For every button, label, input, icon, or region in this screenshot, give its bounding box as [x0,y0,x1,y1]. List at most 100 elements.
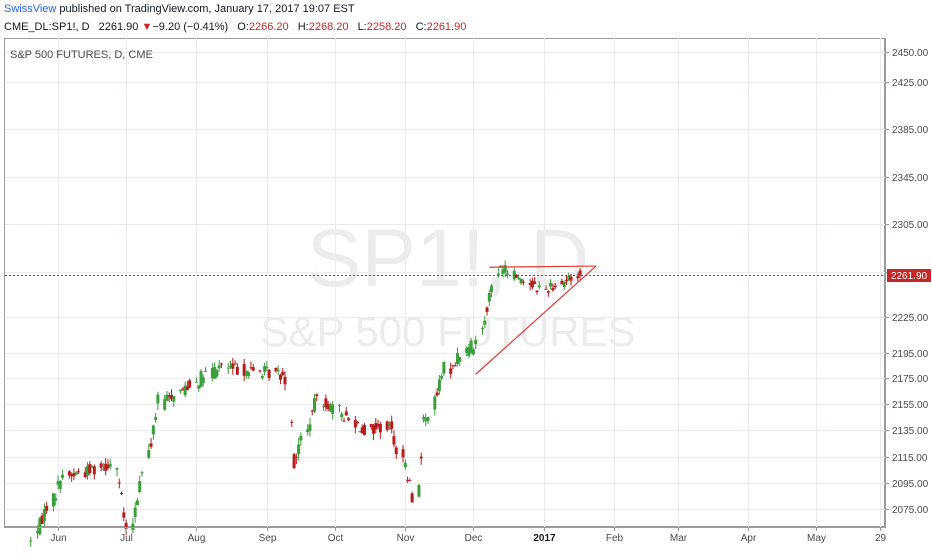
low-value: 2258.20 [366,21,407,33]
candle [535,290,539,295]
candle [283,371,287,391]
candle [210,363,214,382]
candle [408,478,412,482]
candle [401,445,405,463]
candle [360,424,364,434]
candle [76,468,80,475]
candle [131,517,135,534]
candle [297,438,301,461]
candle [242,358,246,382]
y-tick-label: 2385.00 [892,125,929,136]
candle [217,360,221,372]
x-tick-label: Jul [120,533,133,544]
candle [104,458,108,476]
candle [294,453,298,465]
x-tick-label: Nov [397,533,415,544]
candle [435,388,439,397]
candle [165,391,169,402]
price-axis[interactable]: 2075.00 2095.00 2115.00 2135.00 2155.00 2175.… [885,38,929,527]
candle [326,400,330,412]
y-tick-label: 2425.00 [892,78,929,89]
candle [483,316,487,329]
candle [247,371,251,379]
candle [274,367,278,373]
candle [235,363,239,375]
trendline [489,265,596,268]
candle [306,424,310,436]
candle [163,394,167,411]
candle [549,279,553,290]
low-label: L: [357,21,367,33]
candle [276,365,280,376]
candle [140,471,144,477]
candle [154,413,158,424]
high-value: 2268.20 [308,21,349,33]
candle [440,373,444,381]
time-axis[interactable]: Jun Jul Aug Sep Oct Nov Dec 2017 Feb Mar Apr May 29 [4,527,886,544]
candle [426,416,430,424]
candle [281,368,285,377]
candle [267,368,271,382]
candle [433,394,437,416]
candle [54,493,58,506]
candle [83,467,87,479]
candle [213,362,217,380]
candle [372,424,376,440]
y-tick-label: 2075.00 [892,505,929,516]
candle [233,360,237,365]
candle [204,367,208,373]
y-tick-label: 2450.00 [892,48,929,59]
candle [328,402,332,413]
candle [533,277,537,285]
trendline [475,265,597,375]
candle [424,413,428,427]
x-tick-label: Aug [188,533,206,544]
candle [465,346,469,357]
candle [179,389,183,394]
candle [530,277,534,290]
candle [421,414,425,423]
candle [244,370,248,380]
candle [356,421,360,425]
candle [467,343,471,359]
author-link[interactable]: SwissView [4,3,57,15]
candle [569,273,573,286]
candle [106,459,110,471]
y-tick-label: 2345.00 [892,173,929,184]
candle [185,381,189,391]
candle [578,268,582,280]
symbol-ohlc-line: CME_DL:SP1!, D 2261.90 ▼−9.20 (−0.41%) O… [4,21,466,33]
candle [299,432,303,446]
candle [487,289,491,307]
candle [86,462,90,480]
candle [406,476,410,483]
candle [567,272,571,282]
x-tick-label: 2017 [533,533,556,544]
symbol-label: CME_DL:SP1!, D [4,21,90,33]
candle [456,347,460,366]
y-tick-label: 2195.00 [892,349,929,360]
candle [122,507,126,521]
candle [88,460,92,476]
candle [403,459,407,470]
candle [101,463,105,472]
candle [369,423,373,430]
candle [172,395,176,407]
price-change: −9.20 (−0.41%) [152,21,229,33]
candle [340,411,344,422]
y-tick-label: 2155.00 [892,400,929,411]
candle [74,470,78,476]
candle [576,272,580,282]
x-tick-label: May [807,533,826,544]
candle [308,417,312,437]
x-tick-label: Sep [259,533,277,544]
last-price-label-text: 2261.90 [891,271,928,282]
candle [67,470,71,479]
candlestick-chart[interactable]: SP1!, D S&P 500 FUTURES S&P 500 FUTURES,… [0,38,932,550]
candle [471,347,475,356]
candle [387,421,391,431]
candle [194,377,198,383]
candle [92,464,96,480]
y-tick-label: 2305.00 [892,220,929,231]
candle [249,361,253,370]
